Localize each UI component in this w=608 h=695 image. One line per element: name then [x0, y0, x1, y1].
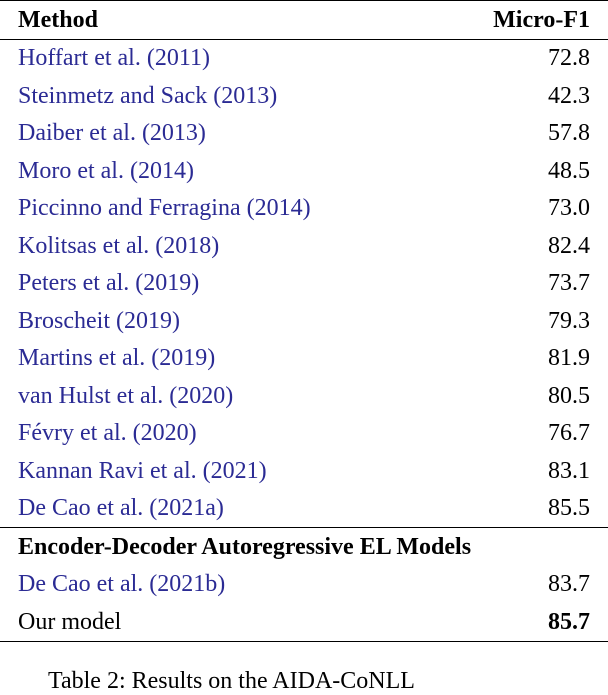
method-cell: Hoffart et al. (2011): [18, 45, 210, 72]
score-cell: 83.1: [548, 457, 590, 484]
table-row: Our model 85.7: [0, 603, 608, 641]
header-cell: Method: [18, 6, 98, 33]
method-cell: Moro et al. (2014): [18, 157, 194, 184]
table-row: De Cao et al. (2021a) 85.5: [0, 490, 608, 528]
table-row: Broscheit (2019) 79.3: [0, 302, 608, 340]
method-cell: Kannan Ravi et al. (2021): [18, 457, 267, 484]
score-cell: 83.7: [548, 571, 590, 598]
score-cell: 79.3: [548, 307, 590, 334]
score-cell: 73.7: [548, 270, 590, 297]
table-row: van Hulst et al. (2020) 80.5: [0, 377, 608, 415]
score-cell: 42.3: [548, 82, 590, 109]
header-cell: Micro-F1: [493, 6, 590, 33]
table-row: Févry et al. (2020) 76.7: [0, 415, 608, 453]
method-cell: Daiber et al. (2013): [18, 120, 206, 147]
method-cell: Kolitsas et al. (2018): [18, 232, 220, 259]
table-caption: Table 2: Results on the AIDA-CoNLL: [48, 668, 415, 694]
method-cell: van Hulst et al. (2020): [18, 382, 234, 409]
score-cell: 76.7: [548, 420, 590, 447]
table-row: Daiber et al. (2013) 57.8: [0, 115, 608, 153]
score-cell: 81.9: [548, 345, 590, 372]
section-header: Encoder-Decoder Autoregressive EL Models: [18, 533, 472, 560]
score-cell: 48.5: [548, 157, 590, 184]
score-cell: 85.5: [548, 495, 590, 522]
method-cell: Our model: [18, 608, 122, 635]
score-cell: 82.4: [548, 232, 590, 259]
table-row: Kolitsas et al. (2018) 82.4: [0, 227, 608, 265]
header-row: Method Micro-F1: [0, 0, 608, 39]
score-cell: 73.0: [548, 195, 590, 222]
table-row: Hoffart et al. (2011) 72.8: [0, 39, 608, 77]
method-cell: Martins et al. (2019): [18, 345, 216, 372]
score-cell: 57.8: [548, 120, 590, 147]
method-cell: Févry et al. (2020): [18, 420, 197, 447]
score-cell: 85.7: [548, 608, 590, 635]
method-cell: De Cao et al. (2021a): [18, 495, 224, 522]
table-row: Martins et al. (2019) 81.9: [0, 340, 608, 378]
table-row: De Cao et al. (2021b) 83.7: [0, 566, 608, 604]
section-row: Encoder-Decoder Autoregressive EL Models: [0, 528, 608, 566]
score-cell: 80.5: [548, 382, 590, 409]
method-cell: Peters et al. (2019): [18, 270, 200, 297]
score-cell: 72.8: [548, 45, 590, 72]
method-cell: Broscheit (2019): [18, 307, 180, 334]
results-table: Method Micro-F1 Hoffart et al. (2011) 72.8 S…: [0, 0, 608, 641]
table-row: Moro et al. (2014) 48.5: [0, 152, 608, 190]
table-row: Peters et al. (2019) 73.7: [0, 265, 608, 303]
table-row: Piccinno and Ferragina (2014) 73.0: [0, 190, 608, 228]
table-row: Kannan Ravi et al. (2021) 83.1: [0, 452, 608, 490]
method-cell: Steinmetz and Sack (2013): [18, 82, 278, 109]
table-row: Steinmetz and Sack (2013) 42.3: [0, 77, 608, 115]
method-cell: De Cao et al. (2021b): [18, 571, 226, 598]
method-cell: Piccinno and Ferragina (2014): [18, 195, 311, 222]
